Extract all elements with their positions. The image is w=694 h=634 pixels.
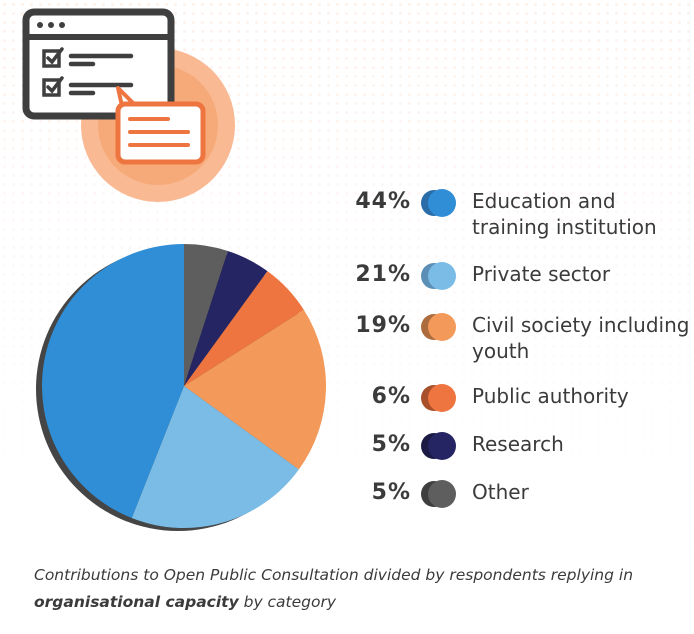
legend-label: Research [472, 432, 564, 456]
pie-slice-3 [184, 309, 326, 470]
legend-label: Other [472, 480, 529, 504]
pie-slice-1 [41, 244, 184, 519]
legend-label: Private sector [472, 262, 611, 286]
legend-item: 44% Education and training institution [336, 186, 686, 250]
legend-swatch [421, 189, 456, 217]
legend-swatch [421, 384, 456, 412]
survey-checklist-icon [22, 8, 235, 202]
legend-item: 19% Civil society including youth [336, 310, 689, 374]
legend-percentage: 44% [355, 189, 411, 214]
legend-swatch [421, 432, 456, 460]
legend-percentage: 21% [355, 262, 411, 287]
caption-text-bold: organisational capacity [34, 593, 239, 611]
pie-slice-6 [184, 244, 228, 386]
legend-item: 5% Research [336, 429, 686, 493]
pie-slice-4 [184, 271, 304, 386]
legend-item: 5% Other [336, 477, 686, 541]
legend-percentage: 5% [371, 480, 411, 505]
legend-label: Public authority [472, 384, 629, 408]
pie-slice-2 [131, 386, 299, 529]
caption-text-start: Contributions to Open Public Consultatio… [34, 566, 634, 584]
legend-item: 21% Private sector [336, 259, 686, 323]
caption-text-end: by category [238, 593, 337, 611]
legend-swatch [421, 313, 456, 341]
legend-item: 6% Public authority [336, 381, 686, 445]
legend-label: Education and training institution [472, 189, 657, 239]
pie-slice-5 [184, 250, 268, 386]
legend-percentage: 5% [371, 432, 411, 457]
legend-swatch [421, 480, 456, 508]
legend-label: Civil society including youth [472, 313, 690, 363]
chart-caption: Contributions to Open Public Consultatio… [34, 562, 684, 616]
legend-swatch [421, 262, 456, 290]
legend-percentage: 19% [355, 313, 411, 338]
legend-percentage: 6% [371, 384, 411, 409]
